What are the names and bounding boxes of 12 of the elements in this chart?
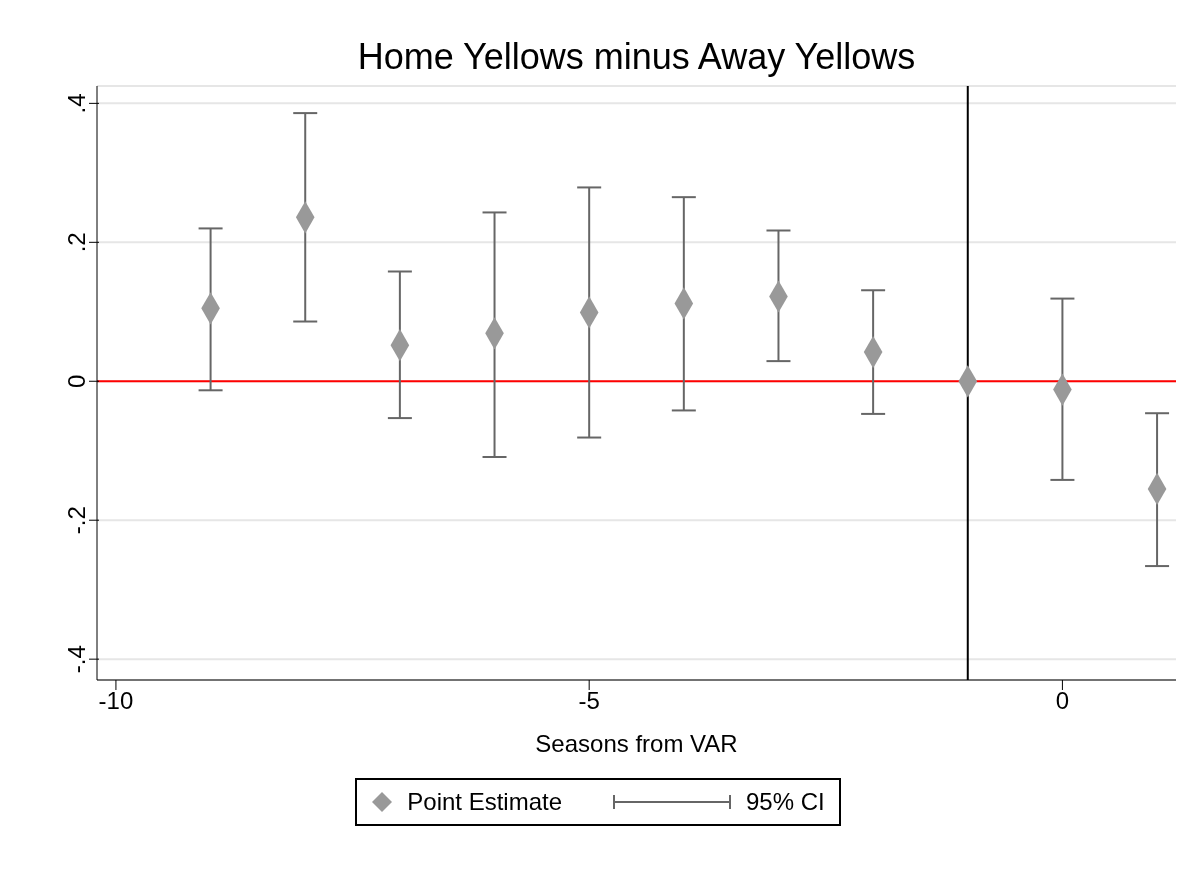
text: 95% CI xyxy=(746,788,825,816)
x-tick-label: -5 xyxy=(578,687,600,715)
chart-title: Home Yellows minus Away Yellows xyxy=(356,36,917,78)
legend-label: Point Estimate xyxy=(407,788,563,816)
x-tick-label: 0 xyxy=(1055,687,1070,715)
y-tick-label: -.4 xyxy=(63,645,90,674)
y-tick-label: -.2 xyxy=(63,506,90,535)
y-tick-label: .2 xyxy=(63,232,90,253)
x-tick-label: -10 xyxy=(98,687,134,715)
y-tick-label: .4 xyxy=(63,93,90,114)
y-tick-label: 0 xyxy=(63,374,90,388)
x-axis-title: Seasons from VAR xyxy=(535,730,738,757)
